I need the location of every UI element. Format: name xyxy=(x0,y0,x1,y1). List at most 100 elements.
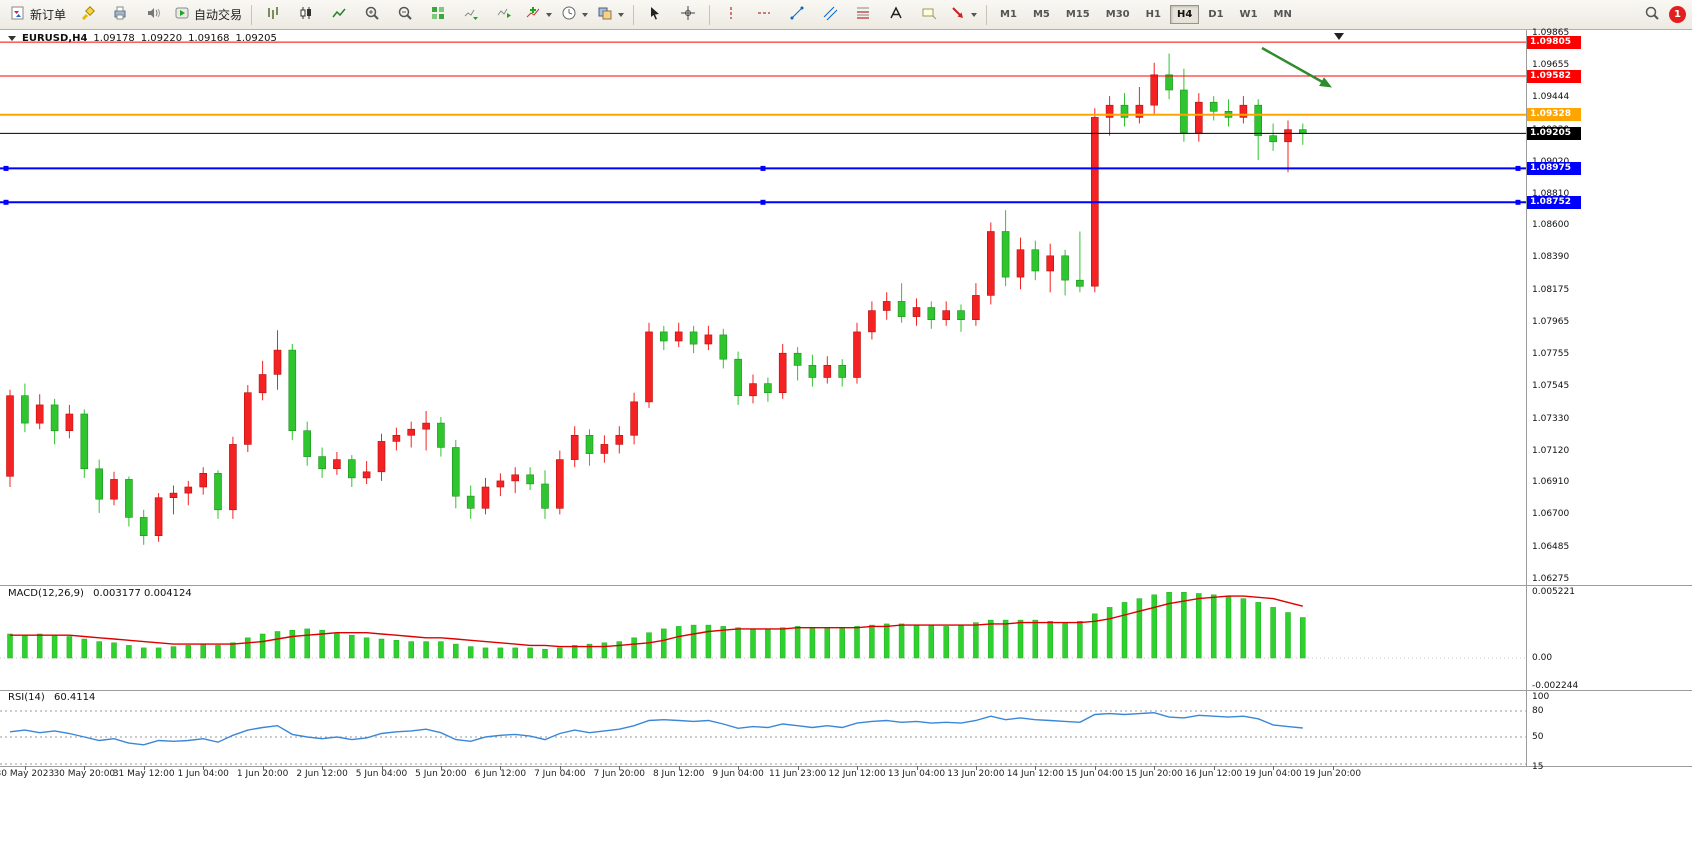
vertical-line-tool-button[interactable] xyxy=(715,2,747,28)
horizontal-line-tool-button[interactable] xyxy=(748,2,780,28)
timeframe-button-d1[interactable]: D1 xyxy=(1208,9,1224,20)
macd-histogram-bar xyxy=(1092,613,1098,659)
line-handle[interactable] xyxy=(3,199,9,205)
timeframe-button-m15[interactable]: M15 xyxy=(1065,9,1090,20)
macd-histogram-bar xyxy=(913,624,920,659)
auto-trading-button[interactable]: 自动交易 xyxy=(170,2,246,28)
panel-splitter[interactable] xyxy=(0,690,1692,691)
timeframe-button-h1[interactable]: H1 xyxy=(1145,9,1161,20)
chart-shift-button[interactable] xyxy=(488,2,520,28)
line-handle[interactable] xyxy=(1515,165,1521,171)
periods-button[interactable] xyxy=(557,2,592,28)
bar-chart-mode-button[interactable] xyxy=(257,2,289,28)
macd-histogram-bar xyxy=(958,624,964,659)
line-handle[interactable] xyxy=(3,165,9,171)
candle-body xyxy=(1180,89,1188,133)
price-tag: 1.08975 xyxy=(1527,161,1581,175)
candle-body xyxy=(496,480,505,488)
macd-histogram-bar xyxy=(7,633,13,659)
time-axis-label: 15 Jun 20:00 xyxy=(1125,769,1183,779)
time-axis-tick xyxy=(1035,766,1037,770)
time-axis-label: 19 Jun 04:00 xyxy=(1244,769,1302,779)
fibonacci-tool-button[interactable] xyxy=(847,2,879,28)
timeframe-button-m1[interactable]: M1 xyxy=(1000,9,1017,20)
macd-histogram-bar xyxy=(646,632,652,659)
templates-button[interactable] xyxy=(593,2,628,28)
toolbar-separator xyxy=(251,4,253,25)
price-axis[interactable]: 1.098651.096551.094441.092301.090201.088… xyxy=(1526,28,1692,766)
macd-panel[interactable] xyxy=(0,585,1526,690)
timeframe-button-mn[interactable]: MN xyxy=(1273,9,1292,20)
macd-histogram-bar xyxy=(1300,617,1306,659)
horizontal-line-icon xyxy=(756,5,772,24)
macd-histogram-bar xyxy=(1032,619,1039,659)
macd-axis-label: 0.005221 xyxy=(1532,587,1575,597)
macd-histogram-bar xyxy=(735,627,741,659)
notification-badge[interactable]: 1 xyxy=(1669,6,1686,23)
rsi-label: RSI(14) 60.4114 xyxy=(8,692,95,703)
price-axis-label: 1.09020 xyxy=(1532,156,1569,168)
print-button[interactable] xyxy=(104,2,136,28)
chart-color-button[interactable] xyxy=(71,2,103,28)
timeframe-button-m30[interactable]: M30 xyxy=(1105,9,1130,20)
line-handle[interactable] xyxy=(760,199,766,205)
timeframe-button-w1[interactable]: W1 xyxy=(1239,9,1258,20)
time-axis-label: 12 Jun 12:00 xyxy=(828,769,886,779)
trendline-tool-button[interactable] xyxy=(781,2,813,28)
candle-body xyxy=(1239,104,1248,118)
candle-body xyxy=(154,497,163,537)
candlestick-icon xyxy=(298,5,314,24)
crosshair-tool-button[interactable] xyxy=(672,2,704,28)
rsi-panel[interactable] xyxy=(0,690,1526,766)
trend-arrow[interactable] xyxy=(1261,46,1327,86)
text-label-tool-button[interactable] xyxy=(913,2,945,28)
new-order-button[interactable]: 新订单 xyxy=(6,2,70,28)
crosshair-icon xyxy=(680,5,696,24)
price-axis-label: 1.07965 xyxy=(1532,317,1570,327)
price-tag: 1.09582 xyxy=(1527,69,1581,83)
tile-windows-button[interactable] xyxy=(422,2,454,28)
time-axis-tick xyxy=(738,766,740,770)
line-handle[interactable] xyxy=(1515,199,1521,205)
candle-body xyxy=(555,459,564,509)
time-axis-tick xyxy=(143,766,145,770)
indicators-button[interactable] xyxy=(521,2,556,28)
macd-histogram-bar xyxy=(794,626,801,659)
cursor-tool-button[interactable] xyxy=(639,2,671,28)
channel-tool-button[interactable] xyxy=(814,2,846,28)
macd-histogram-bar xyxy=(126,645,132,659)
macd-histogram-bar xyxy=(973,622,979,659)
panel-splitter[interactable] xyxy=(0,585,1692,586)
low-value: 1.09168 xyxy=(188,33,230,44)
zoom-out-button[interactable] xyxy=(389,2,421,28)
macd-histogram-bar xyxy=(36,633,43,659)
candlestick-mode-button[interactable] xyxy=(290,2,322,28)
macd-histogram-bar xyxy=(497,647,504,659)
price-chart[interactable] xyxy=(0,30,1526,585)
candle-body xyxy=(511,474,520,482)
candle-body xyxy=(1165,74,1173,91)
macd-histogram-bar xyxy=(170,646,177,659)
ohlc-info-line: EURUSD,H4 1.09178 1.09220 1.09168 1.0920… xyxy=(8,33,277,44)
candle-body xyxy=(570,434,579,460)
timeframe-button-m5[interactable]: M5 xyxy=(1032,9,1050,20)
text-tool-button[interactable] xyxy=(880,2,912,28)
macd-histogram-bar xyxy=(1106,607,1113,659)
candle-body xyxy=(659,331,668,342)
macd-histogram-bar xyxy=(22,634,28,659)
time-axis-tick xyxy=(322,766,324,770)
timeframe-button-h4[interactable]: H4 xyxy=(1169,5,1200,24)
candle-body xyxy=(986,231,995,296)
macd-histogram-bar xyxy=(988,619,994,659)
zoom-in-button[interactable] xyxy=(356,2,388,28)
candle-body xyxy=(21,395,29,424)
sound-alerts-button[interactable] xyxy=(137,2,169,28)
candle-body xyxy=(808,364,817,378)
auto-scroll-button[interactable] xyxy=(455,2,487,28)
time-axis[interactable]: 30 May 2023 30 May 20:00 31 May 12:00 1 Jun… xyxy=(0,766,1526,790)
line-handle[interactable] xyxy=(760,165,766,171)
arrows-tool-button[interactable] xyxy=(946,2,981,28)
search-button[interactable] xyxy=(1636,2,1668,28)
line-chart-mode-button[interactable] xyxy=(323,2,355,28)
price-axis-label: 1.09865 xyxy=(1532,28,1570,38)
